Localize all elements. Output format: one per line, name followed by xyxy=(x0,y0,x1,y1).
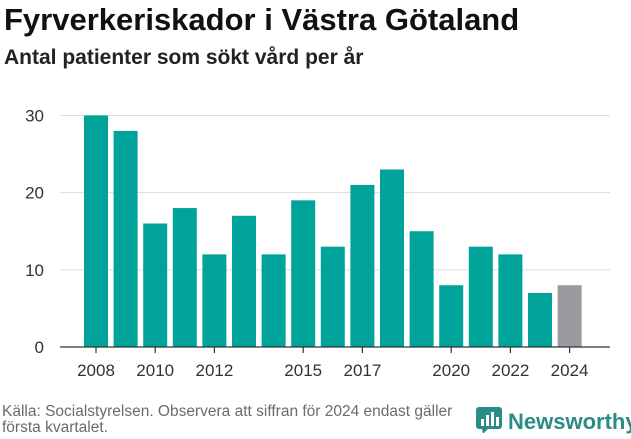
bar-2024 xyxy=(557,285,582,347)
bar-2017 xyxy=(350,184,375,347)
y-tick-label: 20 xyxy=(25,184,44,203)
x-tick-label: 2020 xyxy=(432,361,470,380)
x-tick-label: 2024 xyxy=(551,361,589,380)
x-tick-label: 2022 xyxy=(491,361,529,380)
bar-2018 xyxy=(380,169,404,347)
x-tick-label: 2012 xyxy=(195,361,233,380)
chart-title: Fyrverkeriskador i Västra Götaland xyxy=(4,2,520,37)
newsworthy-brand: Newsworthy xyxy=(476,406,631,438)
newsworthy-logo-icon xyxy=(476,406,502,438)
bar-2019 xyxy=(409,231,434,347)
bar-2014 xyxy=(261,254,286,347)
bar-2008 xyxy=(84,115,108,347)
bar-2013 xyxy=(232,215,256,347)
x-tick-label: 2015 xyxy=(284,361,322,380)
y-tick-label: 30 xyxy=(25,106,44,125)
y-tick-label: 0 xyxy=(35,338,44,357)
bars xyxy=(84,115,582,347)
bar-2021 xyxy=(468,246,493,347)
source-note: Källa: Socialstyrelsen. Observera att si… xyxy=(2,403,453,436)
bar-2011 xyxy=(172,208,197,347)
chart-subtitle: Antal patienter som sökt vård per år xyxy=(4,46,364,69)
bar-2009 xyxy=(113,130,138,347)
bar-2020 xyxy=(439,285,464,347)
x-tick-label: 2010 xyxy=(136,361,174,380)
bar-2012 xyxy=(202,254,227,347)
x-tick-label: 2008 xyxy=(77,361,115,380)
bar-chart: 0 10 20 30 2008 2010 2012 2015 2017 2020 2022 2024 xyxy=(25,106,610,380)
bar-2015 xyxy=(291,200,316,347)
x-axis-ticks: 2008 2010 2012 2015 2017 2020 2022 2024 xyxy=(60,346,610,380)
y-axis-ticks: 0 10 20 30 xyxy=(25,106,44,357)
bar-2022 xyxy=(498,254,523,347)
bar-2016 xyxy=(320,246,345,347)
newsworthy-label: Newsworthy xyxy=(508,409,631,434)
x-tick-label: 2017 xyxy=(343,361,381,380)
y-tick-label: 10 xyxy=(25,261,44,280)
bar-2023 xyxy=(528,292,552,347)
bar-2010 xyxy=(143,223,168,347)
